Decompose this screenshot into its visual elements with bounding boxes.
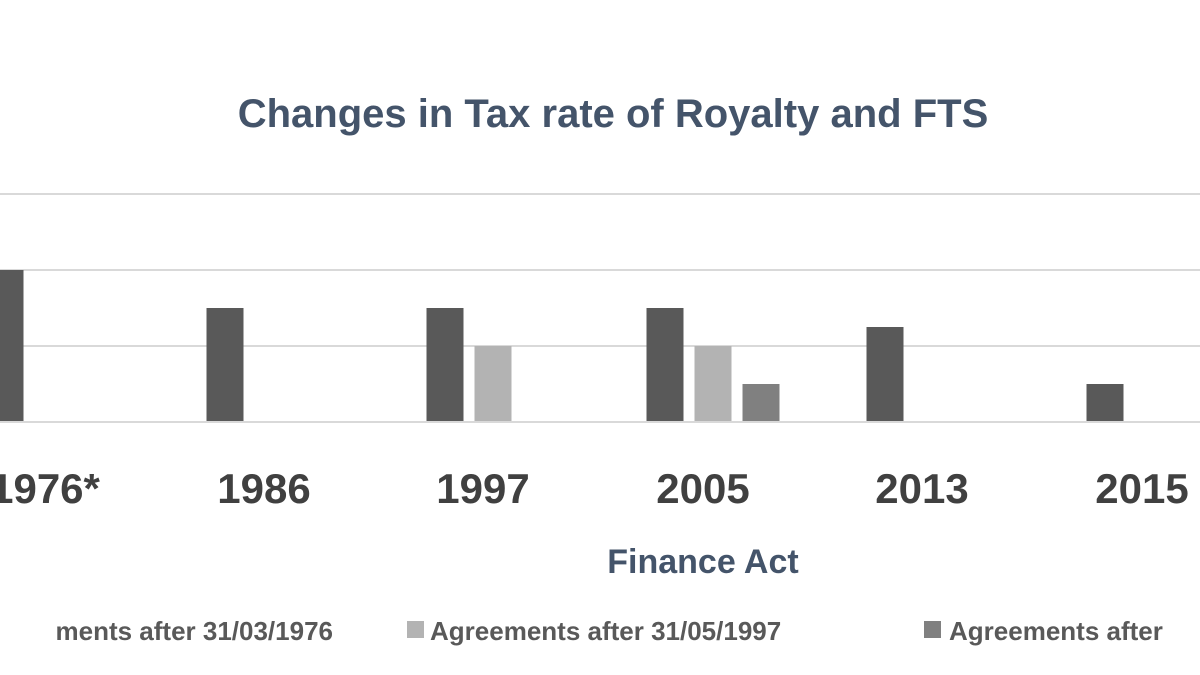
legend-swatch-3 [924, 621, 941, 638]
legend: ments after 31/03/1976 Agreements after 3… [55, 616, 1162, 646]
legend-label-2: Agreements after 31/05/1997 [430, 616, 781, 646]
bar-1997-series-2 [474, 346, 512, 422]
bar-2005-series-3 [742, 384, 780, 422]
bars [0, 270, 1124, 422]
bar-2005-series-2 [694, 346, 732, 422]
bar-1997-series-1 [426, 308, 464, 422]
x-tick-label-1986: 1986 [217, 465, 310, 512]
bar-2005-series-1 [646, 308, 684, 422]
bar-2013-series-1 [866, 327, 904, 422]
bar-1986-series-1 [206, 308, 244, 422]
legend-label-1: ments after 31/03/1976 [55, 616, 333, 646]
bar-2015-series-1 [1086, 384, 1124, 422]
gridlines [0, 193, 1200, 347]
x-tick-label-1976: 1976* [0, 465, 101, 512]
chart-title: Changes in Tax rate of Royalty and FTS [238, 92, 989, 136]
x-tick-label-2013: 2013 [875, 465, 968, 512]
x-tick-label-1997: 1997 [436, 465, 529, 512]
x-tick-label-2015: 2015 [1095, 465, 1188, 512]
x-axis-title: Finance Act [607, 543, 798, 581]
bar-1976-series-1 [0, 270, 24, 422]
legend-swatch-2 [407, 621, 424, 638]
x-tick-label-2005: 2005 [656, 465, 749, 512]
legend-label-3: Agreements after [949, 616, 1163, 646]
x-tick-labels: 1976* 1986 1997 2005 2013 2015 [0, 465, 1189, 512]
